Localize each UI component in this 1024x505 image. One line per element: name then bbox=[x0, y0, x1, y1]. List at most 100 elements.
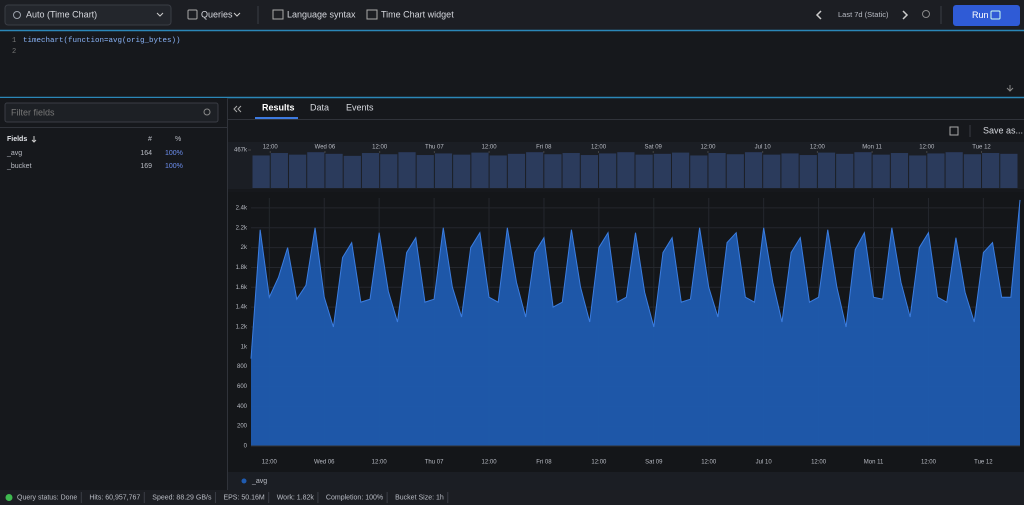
language-syntax[interactable]: Language syntax bbox=[287, 9, 356, 19]
field-name: _avg bbox=[6, 150, 22, 157]
overview-bar bbox=[744, 152, 763, 188]
overview-x-label: Jul 10 bbox=[755, 145, 772, 151]
overview-bar bbox=[599, 153, 617, 188]
y-tick-label: 1.6k bbox=[236, 285, 248, 291]
overview-bar bbox=[726, 154, 744, 188]
overview-bar bbox=[799, 155, 817, 188]
x-tick-label: Wed 06 bbox=[314, 460, 335, 466]
y-tick-label: 1.2k bbox=[236, 325, 248, 331]
widget-icon bbox=[366, 9, 378, 20]
overview-x-label: 12:00 bbox=[810, 145, 826, 151]
overview-bar bbox=[763, 154, 781, 188]
overview-bar bbox=[544, 154, 562, 188]
tab-data[interactable]: Data bbox=[310, 102, 329, 112]
area bbox=[251, 199, 1020, 446]
legend-label: _avg bbox=[251, 478, 267, 485]
field-percent: 100% bbox=[165, 150, 183, 157]
run-button[interactable] bbox=[953, 5, 1020, 26]
filter-placeholder: Filter fields bbox=[11, 107, 55, 117]
overview-x-label: 12:00 bbox=[372, 145, 388, 151]
overview-bar bbox=[580, 155, 599, 188]
tab-events[interactable]: Events bbox=[346, 102, 374, 112]
line-number: 2 bbox=[12, 48, 16, 56]
overview-bar bbox=[270, 153, 288, 188]
time-chart-widget[interactable]: Time Chart widget bbox=[381, 9, 454, 19]
prev-range[interactable] bbox=[815, 10, 822, 20]
chevron bbox=[233, 12, 241, 17]
overview-x-label: Thu 07 bbox=[425, 145, 444, 151]
field-count: 164 bbox=[140, 150, 152, 157]
field-percent: 100% bbox=[165, 163, 183, 170]
line-number: 1 bbox=[12, 37, 16, 45]
overview-y-label: 467k bbox=[234, 148, 248, 154]
resize-handle[interactable] bbox=[1006, 85, 1014, 92]
tab-results[interactable]: Results bbox=[262, 102, 295, 112]
overview-x-label: 12:00 bbox=[919, 145, 935, 151]
mode-label: Auto (Time Chart) bbox=[26, 9, 97, 19]
y-tick-label: 400 bbox=[237, 404, 248, 410]
save-as[interactable]: Save as... bbox=[983, 125, 1023, 135]
overview-bar bbox=[398, 152, 416, 188]
fullscreen[interactable] bbox=[949, 126, 959, 136]
filter-input[interactable] bbox=[4, 102, 219, 123]
x-tick-label: 12:00 bbox=[591, 460, 607, 466]
legend-panel bbox=[228, 472, 1024, 490]
x-tick-label: 12:00 bbox=[811, 460, 827, 466]
overview-bar bbox=[982, 153, 1000, 188]
queries-icon bbox=[187, 9, 198, 20]
overview-bar bbox=[890, 153, 909, 188]
x-tick-label: Mon 11 bbox=[864, 460, 884, 466]
status-item: Bucket Size: 1h bbox=[395, 494, 444, 501]
overview-bar bbox=[927, 153, 945, 188]
overview-bar bbox=[1000, 153, 1018, 188]
fields-panel bbox=[0, 98, 227, 490]
y-tick-label: 2.2k bbox=[236, 225, 248, 231]
tab-underline bbox=[255, 117, 298, 119]
x-tick-label: Thu 07 bbox=[425, 460, 444, 466]
overview-x-label: Sat 09 bbox=[645, 145, 663, 151]
overview-bar bbox=[507, 153, 526, 188]
field-count: 169 bbox=[140, 163, 152, 170]
mode-dropdown[interactable] bbox=[4, 4, 172, 26]
y-tick-label: 200 bbox=[237, 424, 248, 430]
status-item: Query status: Done bbox=[17, 494, 77, 501]
zoom-out[interactable] bbox=[922, 10, 930, 18]
query-code[interactable]: timechart(function=avg(orig_bytes)) bbox=[23, 37, 181, 45]
time-range[interactable]: Last 7d (Static) bbox=[838, 10, 889, 19]
x-tick-label: Fri 08 bbox=[536, 460, 552, 466]
fields-header[interactable]: Fields bbox=[7, 136, 27, 143]
percent-header: % bbox=[175, 136, 181, 143]
overview-x-label: 12:00 bbox=[482, 145, 498, 151]
count-header: # bbox=[148, 136, 152, 143]
overview-x-label: Mon 11 bbox=[862, 145, 882, 151]
overview-bar bbox=[307, 152, 325, 188]
overview-bar bbox=[617, 152, 635, 188]
overview-bar bbox=[252, 155, 270, 188]
overview-bar bbox=[836, 153, 854, 188]
overview-bar bbox=[671, 152, 690, 188]
overview-bar bbox=[288, 154, 307, 188]
field-name: _bucket bbox=[6, 163, 32, 170]
collapse[interactable] bbox=[233, 105, 242, 113]
overview-bar bbox=[361, 153, 380, 188]
status-item: Speed: 88.29 GB/s bbox=[152, 494, 212, 501]
queries-button[interactable]: Queries bbox=[201, 9, 233, 19]
overview-x-label: Tue 12 bbox=[972, 145, 991, 151]
overview-bar bbox=[781, 153, 799, 188]
x-tick-label: 12:00 bbox=[921, 460, 937, 466]
area-line bbox=[250, 199, 1021, 359]
overview-bar bbox=[434, 153, 453, 188]
overview-bar bbox=[526, 152, 544, 188]
next-range[interactable] bbox=[902, 10, 909, 20]
overview-bar bbox=[325, 153, 343, 188]
overview-x-label: 12:00 bbox=[700, 145, 716, 151]
y-tick-label: 1.4k bbox=[236, 305, 248, 311]
y-tick-label: 2k bbox=[241, 245, 248, 251]
overview-x-label: Wed 06 bbox=[315, 145, 336, 151]
x-tick-label: 12:00 bbox=[701, 460, 717, 466]
overview-bar bbox=[453, 154, 471, 188]
overview-bar bbox=[945, 152, 963, 188]
overview-bar bbox=[380, 154, 398, 188]
overview-bar bbox=[489, 155, 507, 188]
status-item: Hits: 60,957,767 bbox=[89, 494, 140, 501]
